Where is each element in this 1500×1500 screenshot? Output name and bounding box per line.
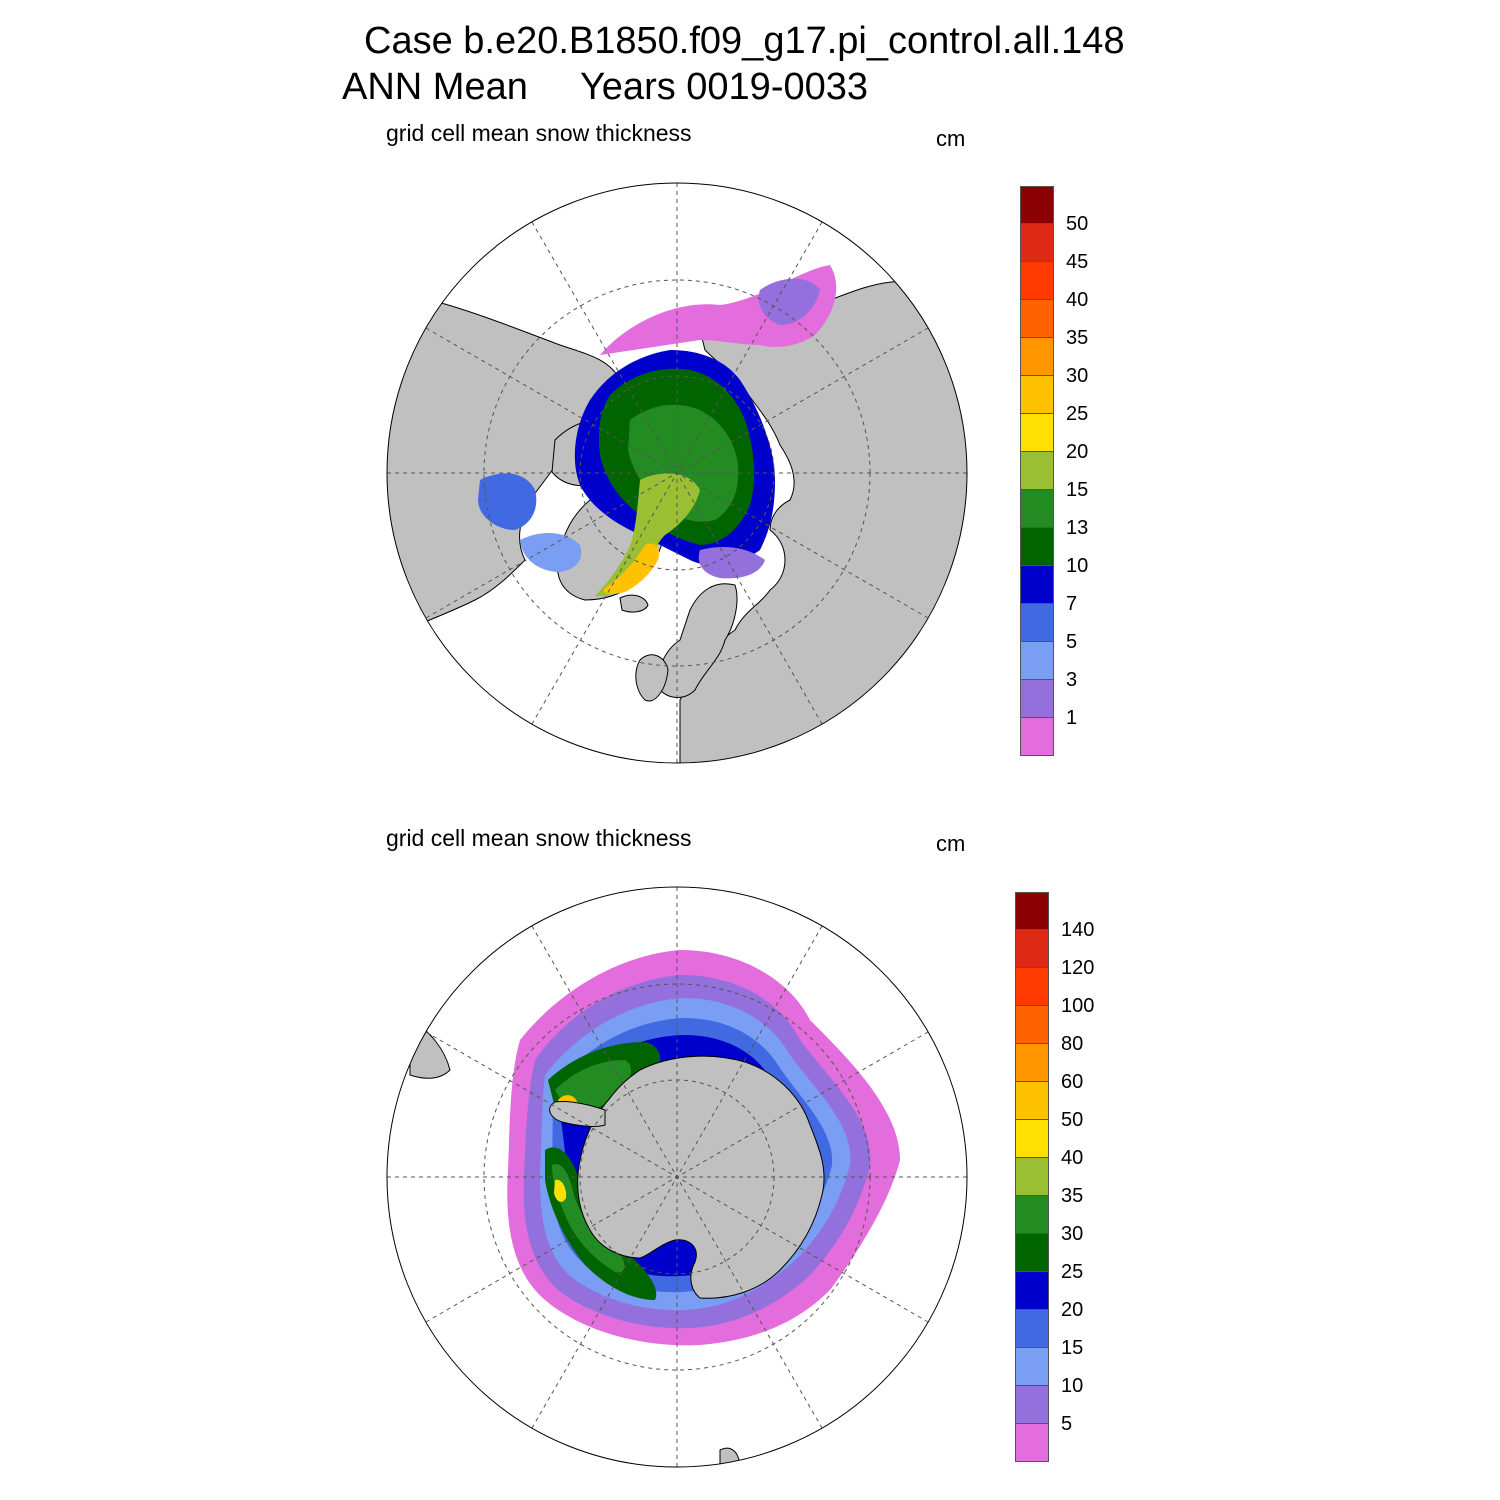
north-colorbar-tick-label: 40 [1066,289,1089,311]
south-colorbar-tick-label: 10 [1061,1375,1084,1397]
south-colorbar-swatch [1015,1158,1049,1196]
north-colorbar-swatch [1020,642,1054,680]
north-graticule [387,183,967,763]
north-polar-map [387,183,967,763]
north-colorbar-swatch [1020,604,1054,642]
north-colorbar-swatch [1020,338,1054,376]
north-colorbar-swatch [1020,528,1054,566]
south-colorbar-swatch [1015,892,1049,930]
north-colorbar-swatch [1020,718,1054,756]
north-colorbar-tick-label: 45 [1066,251,1089,273]
south-colorbar-tick-label: 5 [1061,1413,1073,1435]
south-colorbar-swatch [1015,1424,1049,1462]
south-colorbar-tick-label: 140 [1061,919,1095,941]
north-colorbar-swatch [1020,376,1054,414]
south-colorbar: 140 120 100 80 60 50 40 35 30 25 20 15 10 5 [1015,892,1094,1462]
plot-title-line-2: ANN Mean Years 0019-0033 [342,66,869,108]
south-colorbar-swatch [1015,968,1049,1006]
south-colorbar-swatch [1015,1082,1049,1120]
south-colorbar-tick-label: 50 [1061,1109,1084,1131]
north-snow-yellowgreen [595,473,700,597]
north-colorbar-tick-label: 15 [1066,479,1089,501]
britain-landmass [635,654,669,702]
south-colorbar-swatch [1015,1120,1049,1158]
north-colorbar-tick-label: 1 [1066,707,1078,729]
south-map-border [386,886,968,1468]
north-colorbar-swatch [1020,566,1054,604]
north-colorbar-swatch [1020,414,1054,452]
north-colorbar-tick-label: 30 [1066,365,1089,387]
north-snow-lightblue [520,533,582,572]
south-panel-label: grid cell mean snow thickness [386,825,692,851]
north-colorbar-tick-label: 5 [1066,631,1078,653]
north-colorbar-swatch [1020,452,1054,490]
south-colorbar-tick-label: 20 [1061,1299,1084,1321]
north-colorbar-swatch [1020,262,1054,300]
south-colorbar-tick-label: 25 [1061,1261,1084,1283]
south-colorbar-swatch [1015,1196,1049,1234]
plot-title-line-1: Case b.e20.B1850.f09_g17.pi_control.all.… [364,20,1125,62]
north-map-border [386,182,968,764]
south-colorbar-tick-label: 40 [1061,1147,1084,1169]
south-colorbar-tick-label: 30 [1061,1223,1084,1245]
north-snow-barents [698,547,765,579]
antarctic-peninsula [549,1101,606,1127]
south-colorbar-swatch [1015,1044,1049,1082]
south-colorbar-tick-label: 60 [1061,1071,1084,1093]
north-colorbar-tick-label: 10 [1066,555,1089,577]
north-colorbar-swatch [1020,680,1054,718]
north-colorbar-swatch [1020,300,1054,338]
north-colorbar-tick-label: 3 [1066,669,1078,691]
south-colorbar-tick-label: 120 [1061,957,1095,979]
north-units-label: cm [936,126,966,151]
north-colorbar-swatch [1020,490,1054,528]
north-colorbar-tick-label: 13 [1066,517,1089,539]
north-snow-blue-hudson [478,473,537,530]
south-colorbar-tick-label: 15 [1061,1337,1084,1359]
south-colorbar-swatch [1015,1386,1049,1424]
north-snow-yellow [603,543,660,595]
iceland-landmass [619,594,649,613]
north-colorbar-swatch [1020,186,1054,224]
north-colorbar: 50 45 40 35 30 25 20 15 13 10 7 5 3 1 [1020,186,1088,756]
south-colorbar-tick-label: 35 [1061,1185,1084,1207]
south-polar-map [387,887,967,1467]
south-colorbar-tick-label: 80 [1061,1033,1084,1055]
north-colorbar-swatch [1020,224,1054,262]
south-colorbar-swatch [1015,1348,1049,1386]
south-snow-yellow-ross [554,1179,567,1202]
south-colorbar-swatch [1015,1272,1049,1310]
north-colorbar-tick-label: 35 [1066,327,1089,349]
north-colorbar-tick-label: 25 [1066,403,1089,425]
south-colorbar-swatch [1015,1234,1049,1272]
south-graticule [387,887,967,1467]
north-colorbar-tick-label: 7 [1066,593,1078,615]
south-colorbar-tick-label: 100 [1061,995,1095,1017]
south-colorbar-swatch [1015,1006,1049,1044]
south-colorbar-swatch [1015,1310,1049,1348]
south-colorbar-swatch [1015,930,1049,968]
north-colorbar-tick-label: 20 [1066,441,1089,463]
north-panel-label: grid cell mean snow thickness [386,120,692,146]
north-colorbar-tick-label: 50 [1066,213,1089,235]
north-snow-purple [758,278,820,325]
south-units-label: cm [936,831,966,856]
